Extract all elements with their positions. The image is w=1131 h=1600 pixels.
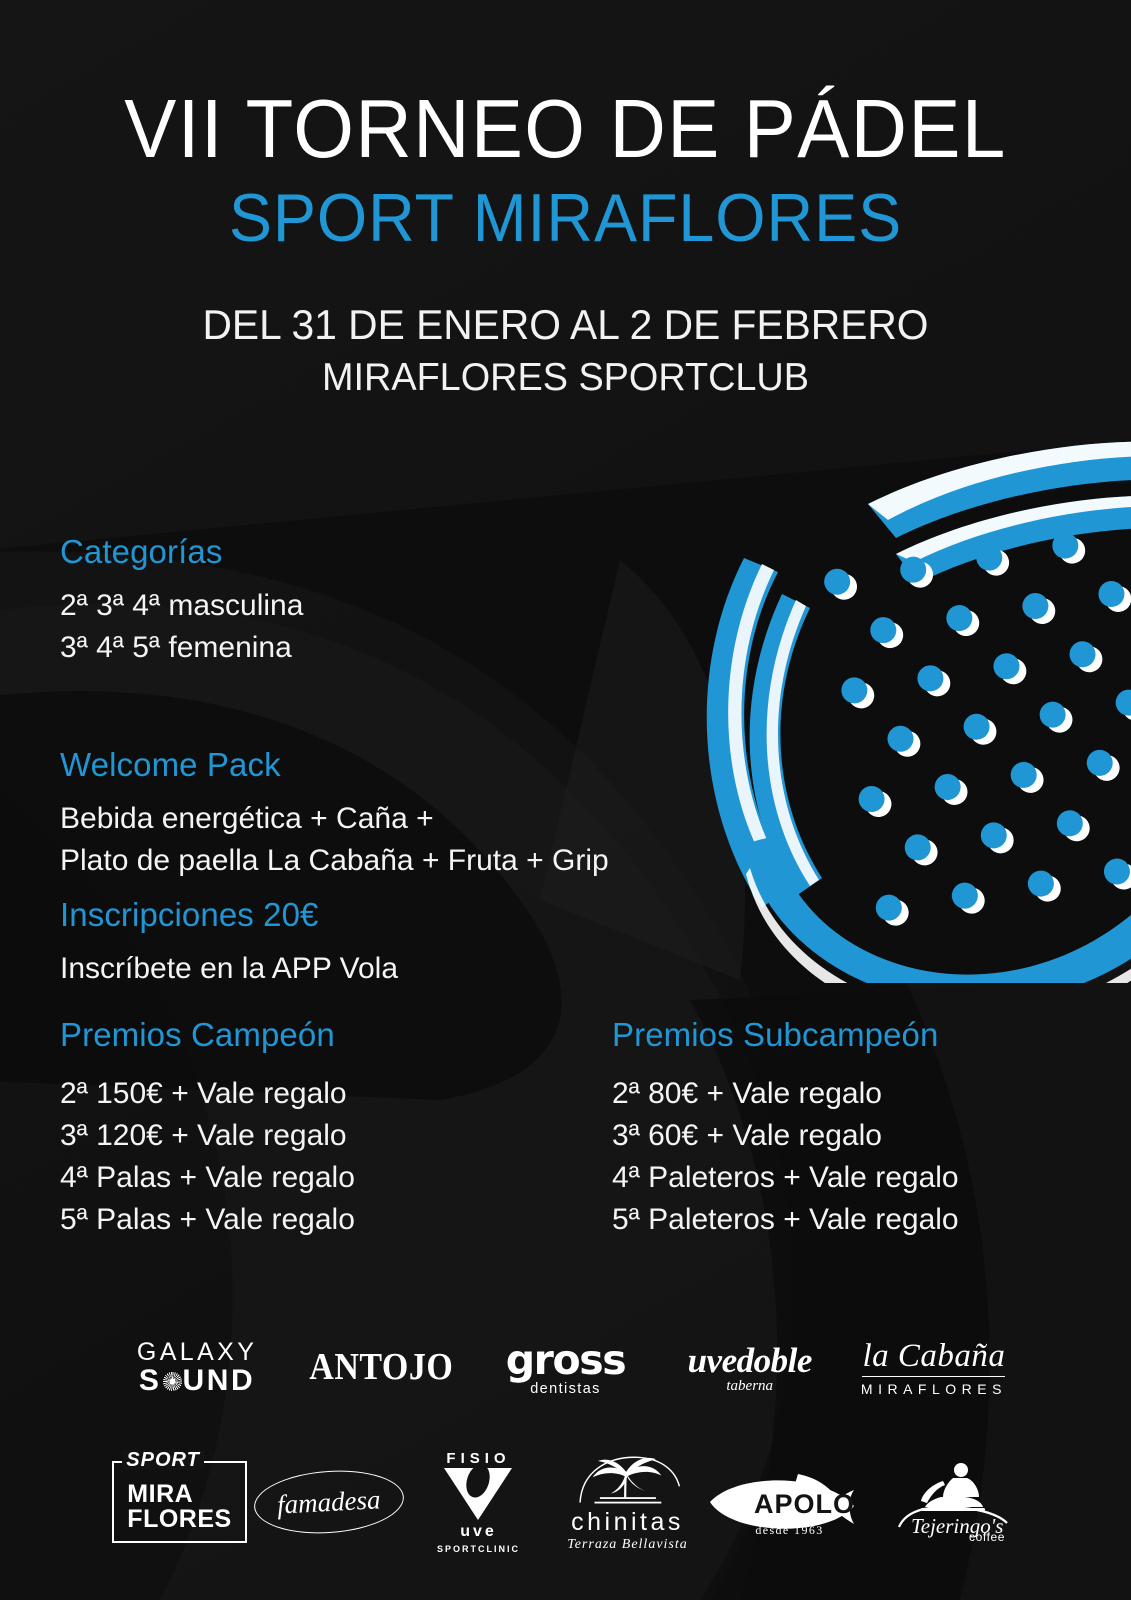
gross-tagline: dentistas: [530, 1380, 601, 1397]
sport-miraflores-line3: FLORES: [127, 1505, 232, 1533]
sponsor-sport-miraflores: SPORT MIRA FLORES: [105, 1450, 254, 1543]
premio-campeon-4: 5ª Palas + Vale regalo: [60, 1202, 355, 1236]
premio-subcampeon-3: 4ª Paleteros + Vale regalo: [612, 1160, 959, 1194]
sponsor-apolo: APOLO desde 1963: [702, 1468, 877, 1536]
section-heading-premios-subcampeon: Premios Subcampeón: [612, 1016, 939, 1053]
sponsor-logos: GALAXY S UND ANTOJO gross dentistas: [0, 1322, 1131, 1576]
padel-racket-graphic: [700, 408, 1131, 983]
sponsor-chinitas: chinitas Terraza Bellavista: [553, 1452, 702, 1552]
tejeringos-coffee-logo: Tejeringo's coffee: [887, 1461, 1017, 1543]
premio-campeon-2: 3ª 120€ + Vale regalo: [60, 1118, 347, 1152]
sunburst-icon: [162, 1371, 182, 1391]
inscripciones-line-1: Inscríbete en la APP Vola: [60, 951, 399, 985]
sponsor-row-1: GALAXY S UND ANTOJO gross dentistas: [0, 1322, 1131, 1414]
gross-wordmark: gross: [505, 1335, 627, 1384]
antojo-logo: ANTOJO: [309, 1346, 454, 1389]
page-title: VII TORNEO DE PÁDEL: [124, 82, 1007, 175]
section-inscripciones: Inscripciones 20€ Inscríbete en la APP V…: [60, 895, 398, 988]
poster-header: VII TORNEO DE PÁDEL SPORT MIRAFLORES DEL…: [0, 82, 1131, 401]
event-venue: MIRAFLORES SPORTCLUB: [321, 356, 810, 400]
premio-subcampeon-1: 2ª 80€ + Vale regalo: [612, 1076, 882, 1110]
section-heading-welcome-pack: Welcome Pack: [60, 746, 281, 783]
uvedoble-tagline: taberna: [726, 1377, 774, 1394]
categorias-line-1: 2ª 3ª 4ª masculina: [60, 588, 304, 622]
section-heading-premios-campeon: Premios Campeón: [60, 1016, 335, 1053]
sponsor-gross-dentistas: gross dentistas: [473, 1335, 657, 1397]
churro-vendor-icon: Tejeringo's coffee: [897, 1463, 1008, 1543]
famadesa-wordmark: famadesa: [276, 1483, 382, 1520]
fisio-uve-line2: uve: [460, 1522, 497, 1540]
section-welcome-pack: Welcome Pack Bebida energética + Caña + …: [60, 745, 609, 881]
galaxy-sound-logo: GALAXY S UND: [137, 1340, 257, 1396]
welcome-line-2: Plato de paella La Cabaña + Fruta + Grip: [60, 844, 609, 878]
la-cabana-logo: la Cabaña MIRAFLORES: [861, 1340, 1007, 1396]
fisio-uve-line3: SPORTCLINIC: [436, 1543, 520, 1554]
premio-campeon-3: 4ª Palas + Vale regalo: [60, 1160, 355, 1194]
premio-subcampeon-4: 5ª Paleteros + Vale regalo: [612, 1202, 959, 1236]
sponsor-tejeringos: Tejeringo's coffee: [877, 1461, 1026, 1543]
page-subtitle: SPORT MIRAFLORES: [228, 180, 903, 257]
famadesa-logo: famadesa: [252, 1465, 406, 1539]
premio-subcampeon-2: 3ª 60€ + Vale regalo: [612, 1118, 882, 1152]
section-heading-inscripciones: Inscripciones 20€: [60, 896, 319, 933]
sponsor-galaxy-sound: GALAXY S UND: [105, 1340, 289, 1396]
uvedoble-logo: uvedoble taberna: [687, 1340, 813, 1394]
apolo-tagline: desde 1963: [755, 1523, 824, 1537]
section-premios-campeon: Premios Campeón 2ª 150€ + Vale regalo 3ª…: [60, 1015, 355, 1239]
sponsor-row-2: SPORT MIRA FLORES famadesa FISIO uve SPO…: [0, 1428, 1131, 1576]
uvedoble-wordmark: uvedoble: [687, 1340, 813, 1380]
la-cabana-tagline: MIRAFLORES: [860, 1381, 1007, 1397]
galaxy-sound-line2a: S: [138, 1364, 162, 1397]
fish-icon: APOLO: [710, 1474, 855, 1529]
v-monogram-icon: [444, 1467, 513, 1520]
svg-text:coffee: coffee: [969, 1530, 1005, 1543]
galaxy-sound-line2b: UND: [182, 1364, 256, 1397]
chinitas-tagline: Terraza Bellavista: [567, 1537, 688, 1552]
sponsor-uvedoble: uvedoble taberna: [658, 1343, 842, 1394]
chinitas-wordmark: chinitas: [571, 1508, 684, 1536]
categorias-line-2: 3ª 4ª 5ª femenina: [60, 631, 292, 665]
fisio-uve-logo: FISIO uve SPORTCLINIC: [437, 1451, 520, 1554]
section-heading-categorias: Categorías: [60, 533, 223, 570]
la-cabana-wordmark: la Cabaña: [862, 1340, 1006, 1377]
event-dates: DEL 31 DE ENERO AL 2 DE FEBRERO: [202, 300, 929, 348]
welcome-line-1: Bebida energética + Caña +: [60, 801, 434, 835]
galaxy-sound-line2: S UND: [139, 1366, 255, 1396]
sponsor-la-cabana: la Cabaña MIRAFLORES: [842, 1340, 1026, 1396]
svg-text:APOLO: APOLO: [754, 1489, 855, 1519]
apolo-logo: APOLO desde 1963: [702, 1468, 877, 1536]
sponsor-fisio-uve: FISIO uve SPORTCLINIC: [404, 1451, 553, 1554]
chinitas-logo: chinitas Terraza Bellavista: [567, 1452, 688, 1552]
gross-dentistas-logo: gross dentistas: [505, 1335, 627, 1397]
premio-campeon-1: 2ª 150€ + Vale regalo: [60, 1076, 347, 1110]
sport-miraflores-line2: MIRA: [127, 1480, 194, 1508]
sport-miraflores-logo: SPORT MIRA FLORES: [112, 1450, 247, 1543]
sponsor-famadesa: famadesa: [252, 1465, 406, 1539]
sport-miraflores-line1: SPORT: [122, 1450, 204, 1470]
fisio-uve-line1: FISIO: [446, 1449, 511, 1467]
palm-tree-icon: [579, 1456, 681, 1504]
galaxy-sound-line1: GALAXY: [136, 1338, 258, 1366]
section-categorias: Categorías 2ª 3ª 4ª masculina 3ª 4ª 5ª f…: [60, 532, 303, 668]
sponsor-antojo: ANTOJO: [289, 1346, 473, 1389]
section-premios-subcampeon: Premios Subcampeón 2ª 80€ + Vale regalo …: [612, 1015, 959, 1239]
